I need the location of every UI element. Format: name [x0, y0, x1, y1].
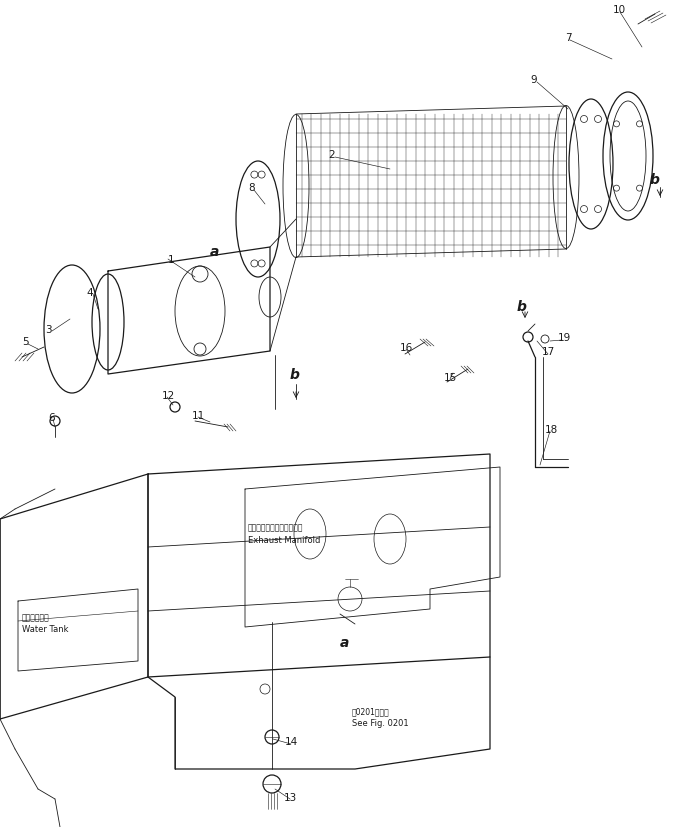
Text: Exhaust Manifold: Exhaust Manifold	[248, 536, 320, 545]
Text: 10: 10	[613, 5, 626, 15]
Text: b: b	[650, 173, 660, 187]
Text: 12: 12	[162, 390, 175, 400]
Text: a: a	[210, 245, 219, 259]
Text: Water Tank: Water Tank	[22, 624, 69, 633]
Text: 15: 15	[444, 372, 457, 383]
Text: 13: 13	[284, 792, 297, 802]
Text: 2: 2	[328, 150, 335, 160]
Text: エキゾーストマニホールド: エキゾーストマニホールド	[248, 523, 303, 532]
Text: 9: 9	[530, 75, 537, 85]
Text: 17: 17	[542, 347, 555, 356]
Text: 11: 11	[192, 410, 206, 420]
Text: 1: 1	[168, 255, 175, 265]
Text: 8: 8	[248, 183, 254, 193]
Text: 4: 4	[86, 288, 93, 298]
Text: a: a	[340, 635, 350, 649]
Text: 16: 16	[400, 342, 413, 352]
Text: 第0201図参照: 第0201図参照	[352, 706, 390, 715]
Text: 7: 7	[565, 33, 572, 43]
Text: 19: 19	[558, 332, 571, 342]
Text: See Fig. 0201: See Fig. 0201	[352, 719, 409, 728]
Text: 18: 18	[545, 424, 559, 434]
Text: b: b	[517, 299, 527, 313]
Text: 5: 5	[22, 337, 29, 347]
Text: b: b	[290, 367, 300, 381]
Text: 6: 6	[48, 413, 55, 423]
Text: 14: 14	[285, 736, 298, 746]
Text: ウォータンク: ウォータンク	[22, 613, 50, 622]
Text: 3: 3	[45, 325, 52, 335]
